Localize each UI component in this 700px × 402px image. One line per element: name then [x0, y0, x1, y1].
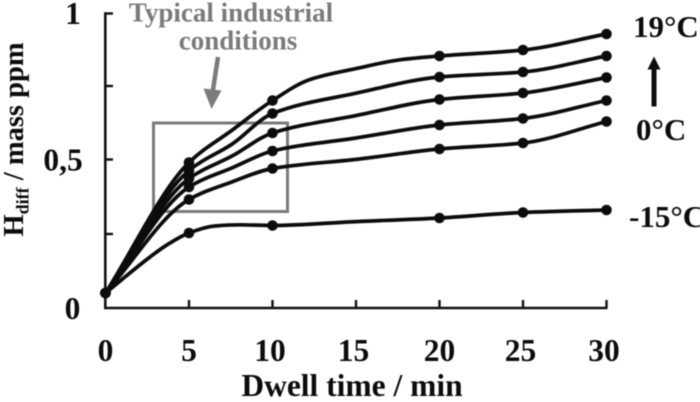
svg-text:30: 30: [588, 333, 620, 368]
svg-text:0: 0: [98, 333, 114, 368]
svg-text:Typical industrial: Typical industrial: [129, 0, 334, 28]
svg-text:Dwell time / min: Dwell time / min: [241, 368, 463, 402]
svg-text:25: 25: [505, 333, 537, 368]
svg-text:-15°C: -15°C: [629, 199, 700, 234]
svg-text:conditions: conditions: [179, 26, 298, 56]
svg-text:Hdiff / mass ppm: Hdiff / mass ppm: [0, 42, 33, 236]
svg-text:20: 20: [424, 333, 456, 368]
svg-text:5: 5: [181, 333, 197, 368]
svg-text:0: 0: [65, 291, 81, 326]
svg-text:0,5: 0,5: [43, 143, 82, 178]
svg-text:15: 15: [338, 333, 370, 368]
svg-text:1: 1: [65, 0, 81, 31]
svg-text:10: 10: [254, 333, 286, 368]
svg-text:0°C: 0°C: [636, 112, 686, 147]
svg-text:19°C: 19°C: [633, 9, 699, 44]
